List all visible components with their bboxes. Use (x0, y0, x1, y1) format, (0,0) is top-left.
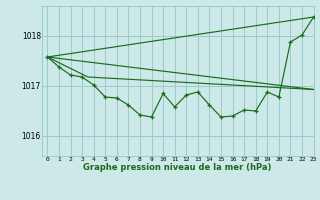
X-axis label: Graphe pression niveau de la mer (hPa): Graphe pression niveau de la mer (hPa) (84, 163, 272, 172)
